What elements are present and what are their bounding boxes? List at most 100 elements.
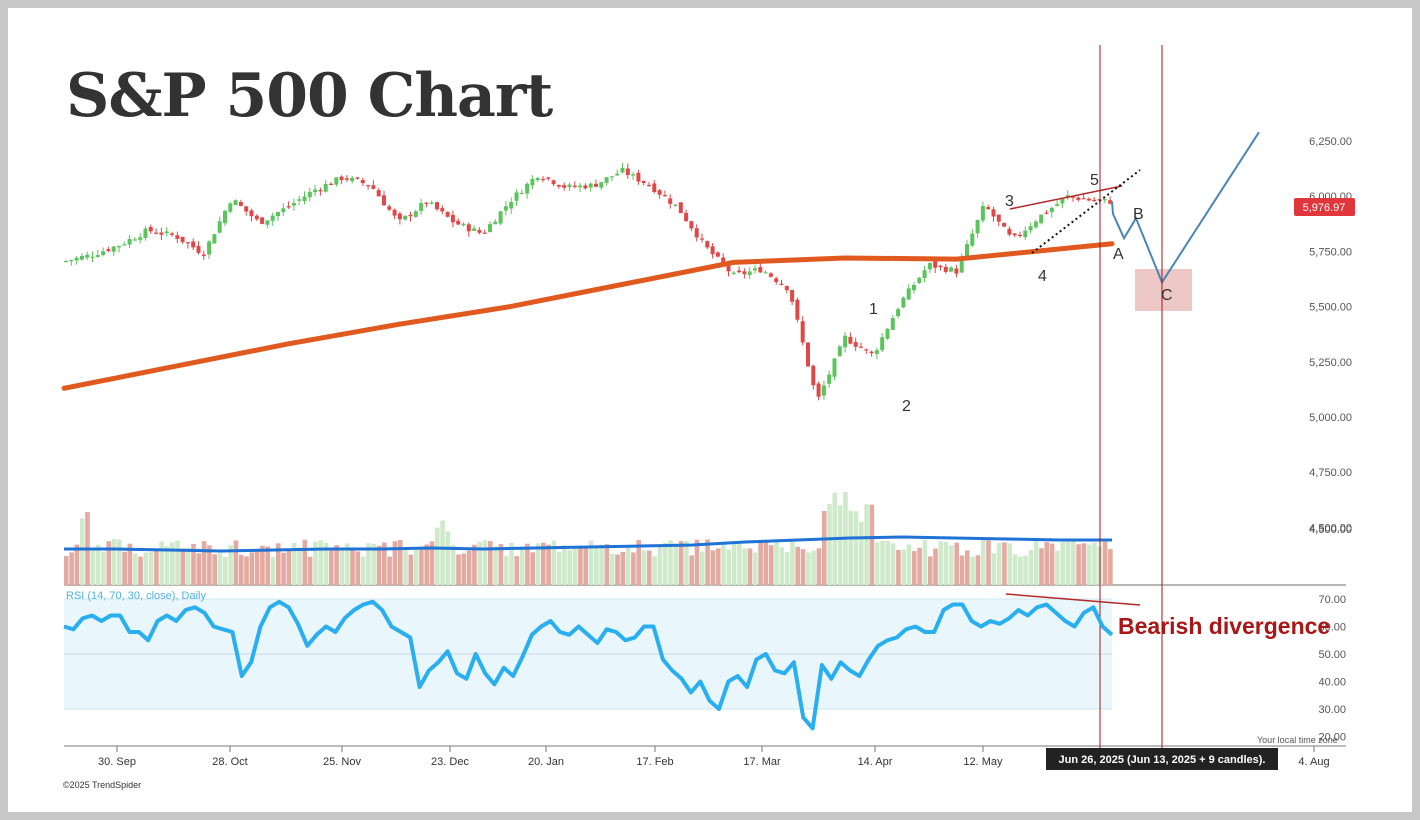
volume-bar xyxy=(710,550,716,585)
volume-bar xyxy=(376,545,382,585)
volume-bar xyxy=(270,556,276,585)
candle-body xyxy=(848,336,853,344)
volume-bar xyxy=(583,547,588,585)
candle-body xyxy=(79,256,84,260)
candle-body xyxy=(334,177,339,185)
volume-bar xyxy=(148,551,154,585)
volume-bar xyxy=(276,543,281,585)
candle-body xyxy=(795,299,800,320)
candle-body xyxy=(901,297,906,308)
candle-body xyxy=(291,203,296,206)
wedge-lower-trendline xyxy=(1031,169,1141,254)
volume-bar xyxy=(477,541,482,585)
volume-bar xyxy=(768,545,774,585)
wave-label-2: 2 xyxy=(902,398,911,415)
candle-body xyxy=(1039,214,1044,224)
candle-body xyxy=(689,221,694,229)
volume-bar xyxy=(753,552,758,585)
candle-body xyxy=(1023,230,1028,238)
candle-body xyxy=(742,271,747,275)
volume-bar xyxy=(800,549,806,585)
volume-bar xyxy=(334,545,339,585)
volume-bar xyxy=(705,539,710,585)
candle-body xyxy=(636,172,641,182)
candle-body xyxy=(864,349,869,351)
rsi-label: RSI (14, 70, 30, close), Daily xyxy=(66,590,207,602)
candle-body xyxy=(117,246,121,248)
candle-body xyxy=(726,265,731,272)
wave-label-b: B xyxy=(1133,206,1144,223)
time-tick-label: 23. Dec xyxy=(431,756,469,768)
volume-bar xyxy=(223,557,228,585)
volume-bar xyxy=(1049,543,1055,585)
volume-bar xyxy=(466,550,472,585)
candle-body xyxy=(249,210,254,217)
candle-body xyxy=(827,374,832,384)
volume-bar xyxy=(927,556,933,585)
price-axis: 6,250.006,000.005,750.005,500.005,250.00… xyxy=(1309,136,1352,536)
candle-body xyxy=(265,220,270,225)
candle-body xyxy=(244,206,249,212)
wave-label-1: 1 xyxy=(869,301,878,318)
candle-body xyxy=(450,214,455,223)
volume-bar xyxy=(917,547,922,585)
candle-body xyxy=(668,198,673,204)
volume-bar xyxy=(906,544,912,585)
volume-bar xyxy=(975,555,981,585)
candle-body xyxy=(758,267,763,273)
volume-bar xyxy=(1007,543,1012,585)
candle-body xyxy=(986,207,991,209)
volume-bar xyxy=(721,543,726,585)
volume-bar xyxy=(742,548,747,585)
volume-bar xyxy=(689,555,694,585)
candle-body xyxy=(991,209,996,217)
volume-bar xyxy=(991,553,997,585)
volume-bar xyxy=(318,540,323,585)
volume-bar xyxy=(779,547,785,585)
volume-bar xyxy=(965,550,970,585)
candle-body xyxy=(874,350,879,354)
volume-bar xyxy=(525,543,530,585)
candle-body xyxy=(408,214,413,217)
candle-body xyxy=(74,257,79,261)
candle-body xyxy=(806,342,810,367)
wave-label-a: A xyxy=(1113,246,1124,263)
candle-body xyxy=(1092,199,1097,202)
candle-body xyxy=(906,288,911,300)
candle-body xyxy=(85,254,90,258)
candle-body xyxy=(578,185,583,188)
volume-bar xyxy=(90,548,96,585)
volume-bar xyxy=(1065,540,1071,585)
volume-bar xyxy=(933,548,938,585)
candle-body xyxy=(413,211,418,217)
candle-body xyxy=(286,206,291,208)
candle-body xyxy=(1076,197,1081,200)
volume-bar xyxy=(673,543,679,585)
candle-body xyxy=(567,184,572,187)
volume-bar xyxy=(959,555,965,585)
volume-bar xyxy=(344,543,350,585)
candle-body xyxy=(530,179,535,186)
volume-bar xyxy=(228,545,233,585)
candle-body xyxy=(461,223,466,226)
volume-bar xyxy=(493,546,498,585)
date-tooltip: Jun 26, 2025 (Jun 13, 2025 + 9 candles). xyxy=(1059,754,1266,766)
candle-body xyxy=(329,183,333,185)
candle-body xyxy=(843,335,848,348)
candle-body xyxy=(482,232,487,234)
candle-body xyxy=(917,277,922,284)
volume-bar xyxy=(382,542,387,585)
volume-bar xyxy=(201,541,207,585)
candle-body xyxy=(424,202,429,204)
candle-body xyxy=(212,234,217,244)
volume-bar xyxy=(885,540,891,585)
candle-body xyxy=(1081,198,1086,200)
candle-body xyxy=(440,208,445,212)
volume-bar xyxy=(185,547,191,585)
candle-body xyxy=(191,241,196,248)
volume-bar xyxy=(392,541,398,585)
volume-bar xyxy=(154,549,159,585)
volume-bar xyxy=(1018,556,1023,585)
volume-bar xyxy=(355,551,361,585)
